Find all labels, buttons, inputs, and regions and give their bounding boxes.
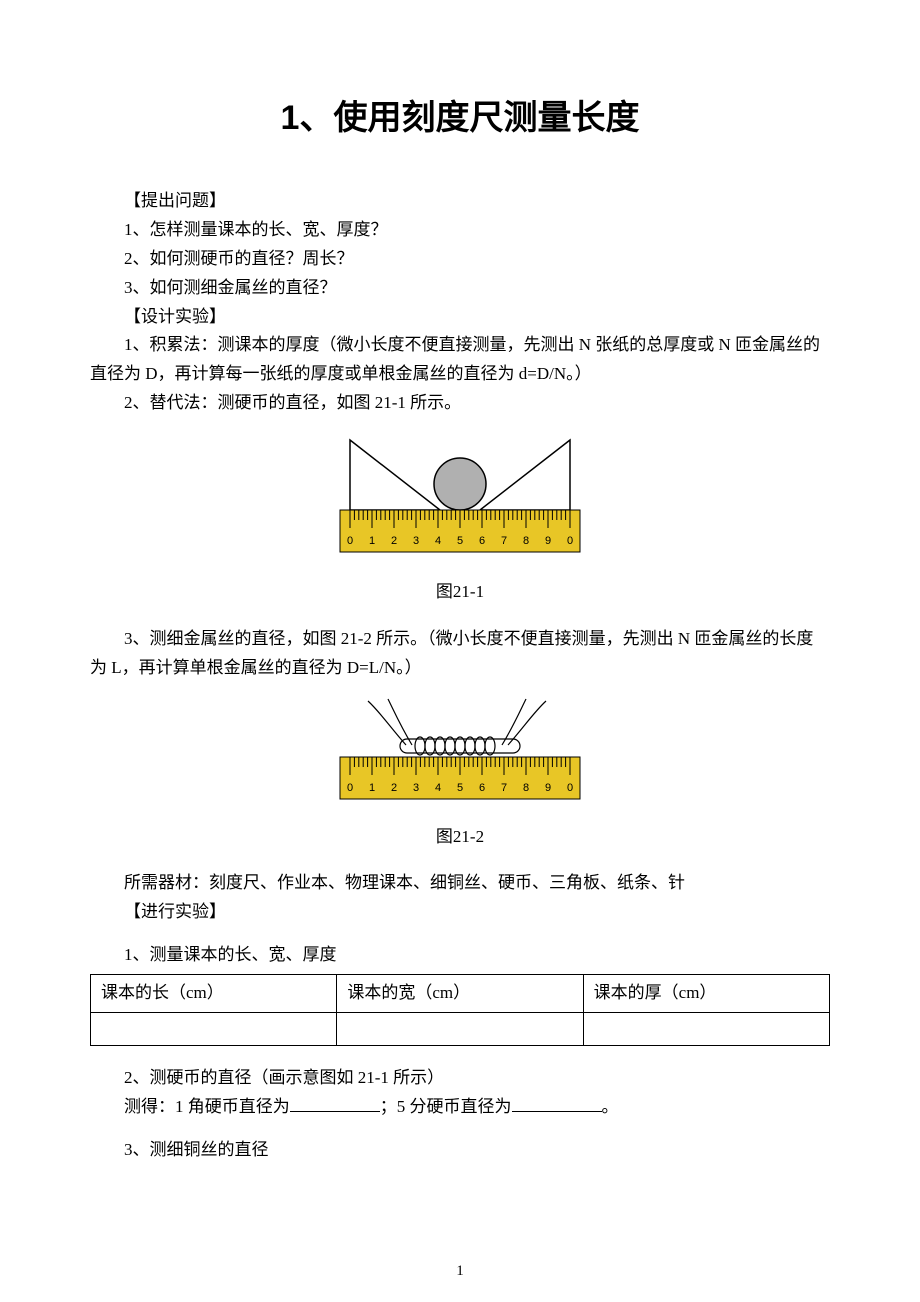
exp2-text-c: 。 — [602, 1097, 619, 1116]
blank-1jiao-diameter — [290, 1094, 380, 1112]
spacer — [90, 927, 830, 941]
experiment-2-heading: 2、测硬币的直径（画示意图如 21-1 所示） — [90, 1064, 830, 1093]
table-cell-empty — [583, 1013, 829, 1046]
section-questions-heading: 【提出问题】 — [90, 187, 830, 216]
ruler-label: 9 — [545, 782, 551, 794]
table-header-length: 课本的长（cm） — [91, 975, 337, 1013]
design-item-3: 3、测细金属丝的直径，如图 21-2 所示。（微小长度不便直接测量，先测出 N … — [90, 625, 830, 683]
pencil-icon — [400, 739, 520, 753]
ruler-label: 4 — [435, 535, 441, 547]
spacer — [90, 1122, 830, 1136]
textbook-measure-table: 课本的长（cm） 课本的宽（cm） 课本的厚（cm） — [90, 974, 830, 1046]
figure-21-2: 0 1 2 3 4 5 6 7 8 9 0 — [90, 697, 830, 817]
page: 1、使用刻度尺测量长度 【提出问题】 1、怎样测量课本的长、宽、厚度？ 2、如何… — [0, 0, 920, 1302]
page-title: 1、使用刻度尺测量长度 — [90, 90, 830, 139]
ruler-label: 7 — [501, 782, 507, 794]
section-design-heading: 【设计实验】 — [90, 303, 830, 332]
ruler-label: 8 — [523, 782, 529, 794]
table-header-width: 课本的宽（cm） — [337, 975, 583, 1013]
ruler-label: 7 — [501, 535, 507, 547]
question-1: 1、怎样测量课本的长、宽、厚度？ — [90, 216, 830, 245]
ruler-label: 1 — [369, 782, 375, 794]
blank-5fen-diameter — [512, 1094, 602, 1112]
table-row — [91, 1013, 830, 1046]
design-item-1: 1、积累法：测课本的厚度（微小长度不便直接测量，先测出 N 张纸的总厚度或 N … — [90, 331, 830, 389]
section-do-heading: 【进行实验】 — [90, 898, 830, 927]
ruler-label: 2 — [391, 782, 397, 794]
table-header-thickness: 课本的厚（cm） — [583, 975, 829, 1013]
experiment-3-heading: 3、测细铜丝的直径 — [90, 1136, 830, 1165]
ruler-label: 2 — [391, 535, 397, 547]
ruler-label: 4 — [435, 782, 441, 794]
question-3: 3、如何测细金属丝的直径？ — [90, 274, 830, 303]
page-number: 1 — [0, 1263, 920, 1280]
ruler-label: 0 — [347, 535, 353, 547]
ruler-label: 8 — [523, 535, 529, 547]
exp2-text-a: 测得：1 角硬币直径为 — [124, 1097, 290, 1116]
ruler-label: 0 — [567, 782, 573, 794]
experiment-2-line: 测得：1 角硬币直径为 ；5 分硬币直径为 。 — [90, 1093, 830, 1122]
coin-icon — [434, 458, 486, 510]
ruler-label: 6 — [479, 782, 485, 794]
coin-ruler-diagram: 0 1 2 3 4 5 6 7 8 9 0 — [330, 432, 590, 562]
ruler-label: 0 — [567, 535, 573, 547]
materials-line: 所需器材：刻度尺、作业本、物理课本、细铜丝、硬币、三角板、纸条、针 — [90, 869, 830, 898]
table-row: 课本的长（cm） 课本的宽（cm） 课本的厚（cm） — [91, 975, 830, 1013]
ruler-label: 5 — [457, 782, 463, 794]
figure-21-1-caption: 图21-1 — [90, 578, 830, 607]
ruler-label: 6 — [479, 535, 485, 547]
ruler-label: 3 — [413, 782, 419, 794]
figure-21-2-caption: 图21-2 — [90, 823, 830, 852]
ruler-label: 1 — [369, 535, 375, 547]
experiment-1-heading: 1、测量课本的长、宽、厚度 — [90, 941, 830, 970]
ruler-label: 0 — [347, 782, 353, 794]
question-2: 2、如何测硬币的直径？周长？ — [90, 245, 830, 274]
design-item-2: 2、替代法：测硬币的直径，如图 21-1 所示。 — [90, 389, 830, 418]
table-cell-empty — [91, 1013, 337, 1046]
ruler-label: 5 — [457, 535, 463, 547]
figure-21-1: 0 1 2 3 4 5 6 7 8 9 0 — [90, 432, 830, 572]
table-cell-empty — [337, 1013, 583, 1046]
ruler-label: 3 — [413, 535, 419, 547]
left-triangle-icon — [350, 440, 440, 510]
right-triangle-icon — [480, 440, 570, 510]
wire-ruler-diagram: 0 1 2 3 4 5 6 7 8 9 0 — [330, 697, 590, 807]
body: 【提出问题】 1、怎样测量课本的长、宽、厚度？ 2、如何测硬币的直径？周长？ 3… — [90, 187, 830, 1165]
exp2-text-b: ；5 分硬币直径为 — [380, 1097, 512, 1116]
ruler-label: 9 — [545, 535, 551, 547]
